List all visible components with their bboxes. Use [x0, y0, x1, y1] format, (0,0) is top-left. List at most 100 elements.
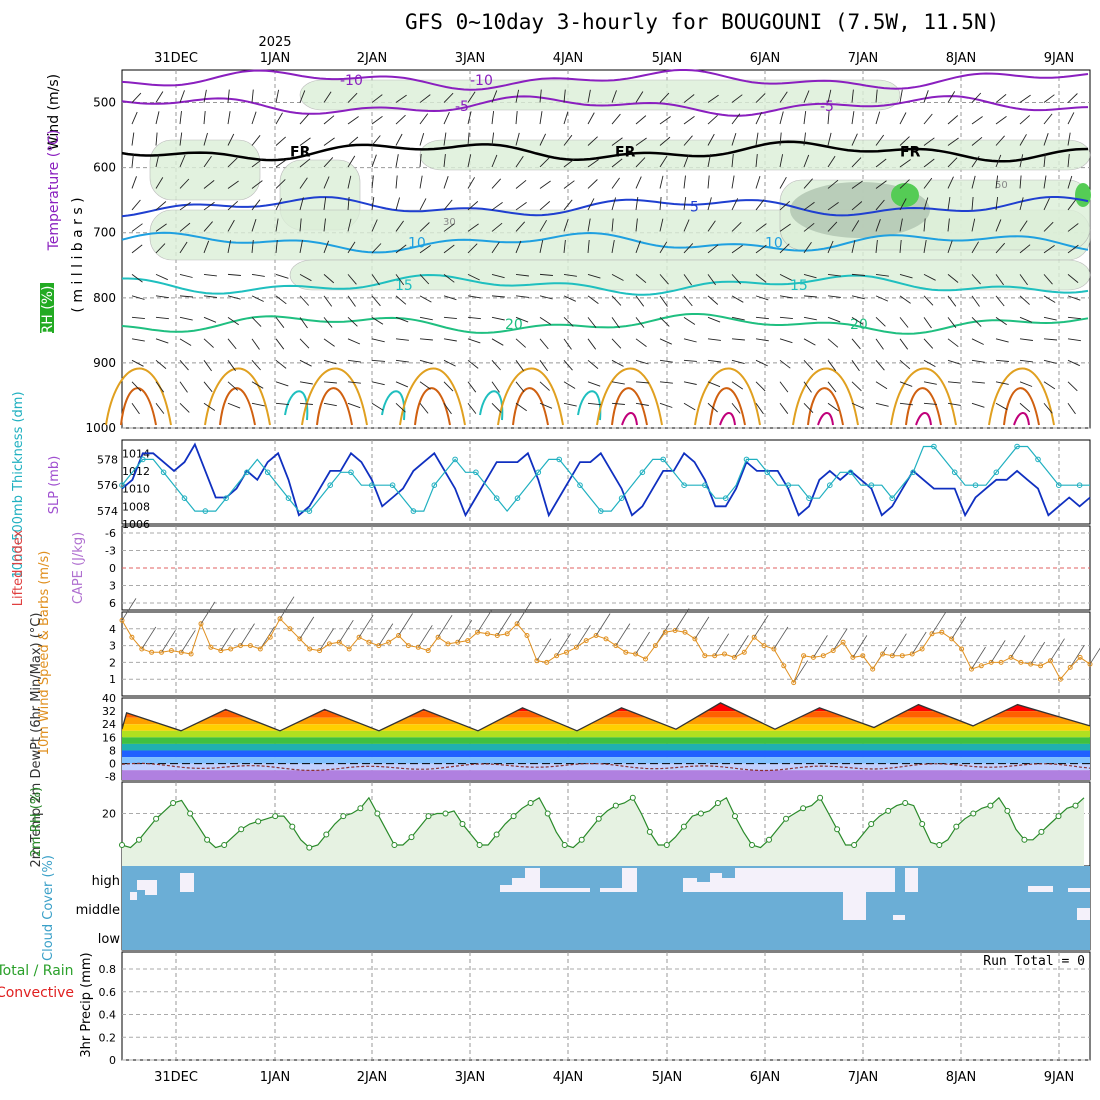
rh-point [612, 802, 619, 809]
wind-barb [1043, 154, 1046, 168]
wind-barb [491, 90, 498, 103]
rh-point [459, 821, 466, 827]
wind-barb [515, 240, 522, 254]
wind-barb [1043, 245, 1055, 254]
rh-area [122, 797, 1084, 866]
clear-sky-block [525, 868, 540, 892]
wind-barb [851, 295, 865, 300]
wind-barb-surface [220, 628, 236, 651]
wind-barb [707, 154, 711, 168]
humidity-contour [381, 390, 406, 421]
temperature-contour-label: 20 [850, 317, 868, 333]
wind-barb [731, 94, 743, 103]
wind-barb [275, 381, 289, 387]
wind-barb [779, 91, 788, 103]
wind-barb [1043, 359, 1057, 364]
rh-shade [149, 139, 261, 201]
thickness-point [951, 469, 958, 476]
wind-barb-surface [674, 608, 690, 631]
wind-barb [371, 359, 386, 362]
rh-point [578, 836, 585, 843]
wind-barb [659, 155, 668, 168]
wind-barb [131, 244, 143, 254]
rh-tick: 20 [102, 808, 116, 821]
wind-barb [971, 241, 979, 254]
wind-barb [563, 134, 573, 146]
clear-sky-block [760, 868, 895, 892]
wind-barb [539, 111, 543, 125]
thickness-point [827, 482, 833, 489]
wind-barb [683, 154, 690, 168]
rh-point [680, 823, 687, 830]
rh-label: 30 [443, 217, 456, 228]
wind-barb [563, 111, 569, 125]
wind-barb [707, 381, 721, 388]
pressure-tick: 900 [93, 356, 116, 370]
wind-barb [371, 338, 385, 343]
thickness-point [493, 495, 500, 502]
wind-barb [755, 274, 767, 283]
upper-air-axis-label: RH (%) [40, 286, 56, 335]
rh-point [170, 800, 177, 806]
wind-barb [947, 157, 958, 168]
wind-barb [851, 180, 863, 189]
wind-barb [587, 317, 597, 328]
wind-barb [731, 359, 745, 365]
wind-barb [659, 295, 668, 307]
wind-barb [323, 338, 335, 347]
wind-barb [347, 218, 352, 232]
rh-point [221, 842, 228, 848]
temperature-contour-label: 10 [408, 235, 426, 251]
temp-tick: 8 [109, 744, 116, 757]
rh-shade [419, 139, 1091, 171]
wind-barb [587, 381, 601, 387]
thickness-tick: 574 [97, 505, 118, 518]
thickness-point [618, 495, 625, 502]
thickness-point [327, 482, 334, 489]
temp-band [122, 724, 1090, 731]
wind-speed-point [959, 646, 965, 652]
wind-barb [491, 360, 501, 371]
wind-barb [611, 177, 620, 189]
wind-barb [659, 381, 673, 384]
temperature-contour-label: FR [290, 144, 311, 160]
rh-point [153, 815, 160, 822]
wind-barb [899, 402, 913, 406]
wind-speed-point [781, 663, 787, 669]
wind-barb [203, 240, 210, 254]
thickness-point [160, 469, 167, 476]
wind-barb [323, 359, 337, 365]
rh-point [800, 805, 807, 812]
wind-barb [875, 402, 889, 407]
wind-barb [779, 154, 784, 168]
wind-barb [467, 154, 472, 168]
wind-barb [995, 154, 1002, 168]
wind-barb [251, 360, 261, 371]
temp-band [122, 750, 1090, 758]
wind-barb [227, 200, 238, 211]
wind-barb [851, 89, 854, 103]
clear-sky-block [600, 888, 622, 892]
wind-barb [467, 338, 481, 344]
wind-barb [803, 316, 817, 321]
wind-speed-point [376, 643, 382, 649]
wind-speed-point [396, 633, 402, 638]
wind-barb [227, 316, 239, 326]
clear-sky-block [697, 882, 710, 892]
wind-barb [899, 179, 910, 189]
rh-point [1021, 836, 1028, 843]
date-label-top: 5JAN [652, 51, 683, 66]
warm-core-contour [915, 412, 932, 426]
wind-barb [251, 338, 260, 350]
boundary-layer-contour [905, 387, 942, 426]
wind-barb [947, 381, 961, 384]
wind-barb [443, 274, 455, 283]
wind-barb [635, 218, 638, 232]
wind-barb [611, 218, 614, 232]
wind-barb [131, 403, 140, 415]
wind-barb [323, 402, 337, 407]
wind-barb [371, 295, 381, 307]
wind-barb [1043, 221, 1054, 232]
wind-barb [419, 175, 423, 189]
date-label-top: 3JAN [455, 51, 486, 66]
